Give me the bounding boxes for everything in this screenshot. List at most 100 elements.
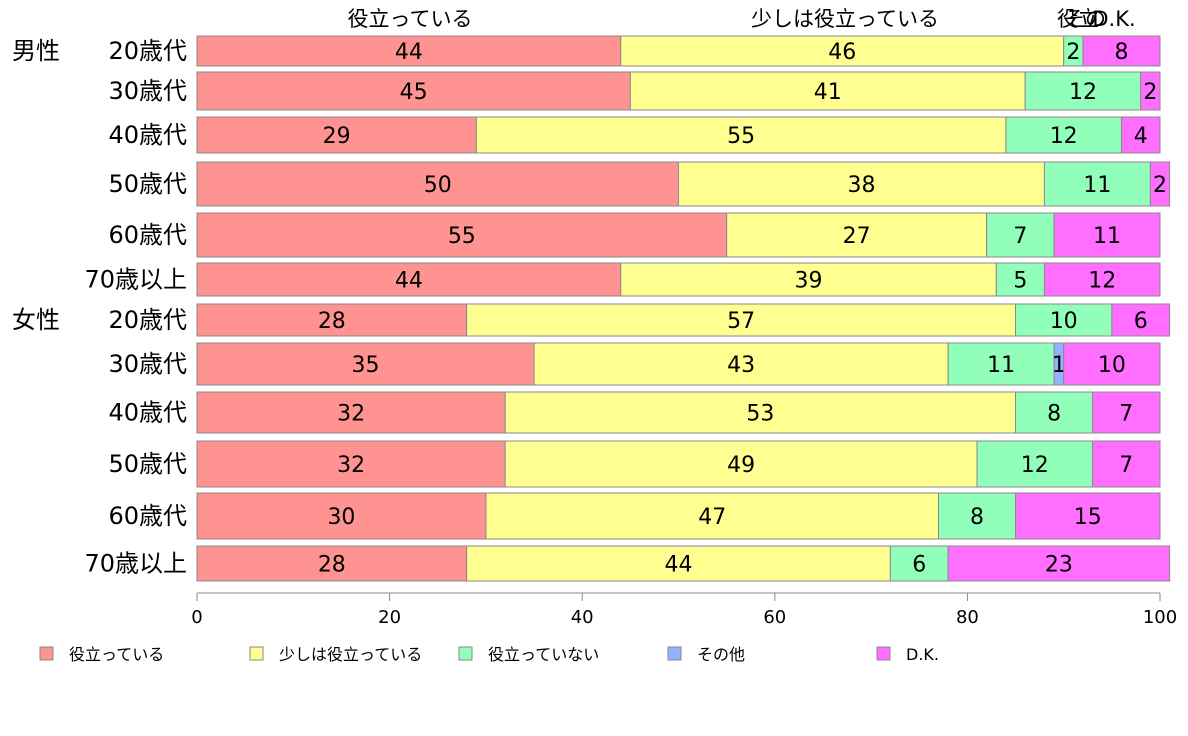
bar-segment <box>1005 116 1122 154</box>
x-tick-label: 60 <box>763 607 786 628</box>
bar-segment <box>466 303 1017 337</box>
data-label: 41 <box>814 80 842 105</box>
data-label: 43 <box>727 353 755 378</box>
data-label: 12 <box>1069 80 1097 105</box>
data-label: 44 <box>395 40 423 65</box>
category-label: 30歳代 <box>108 77 187 105</box>
x-tick-label: 40 <box>571 607 594 628</box>
legend-label: 役立っている <box>69 645 164 664</box>
data-label: 7 <box>1119 453 1133 478</box>
legend-swatch <box>458 646 473 661</box>
data-label: 49 <box>727 453 755 478</box>
top-label: その <box>1064 7 1106 31</box>
category-label: 50歳代 <box>108 170 187 198</box>
data-label: 44 <box>395 269 423 294</box>
bar-segment <box>196 161 679 207</box>
legend-swatch <box>876 646 891 661</box>
data-label: 8 <box>970 505 984 530</box>
data-label: 53 <box>746 402 774 427</box>
bar-segment <box>1043 262 1161 297</box>
data-label: 29 <box>323 124 351 149</box>
data-label: 30 <box>327 505 355 530</box>
bar-segment <box>196 116 477 154</box>
data-label: 12 <box>1088 269 1116 294</box>
legend-label: D.K. <box>906 645 939 664</box>
data-label: 7 <box>1013 224 1027 249</box>
category-label: 70歳以上 <box>84 266 187 294</box>
x-tick-label: 20 <box>378 607 401 628</box>
data-label: 23 <box>1045 553 1073 578</box>
data-label: 2 <box>1066 40 1080 65</box>
data-label: 44 <box>665 553 693 578</box>
data-label: 12 <box>1050 124 1078 149</box>
bar-segment <box>1063 342 1161 386</box>
bar-segment <box>196 262 622 297</box>
bar-segment <box>1111 303 1171 337</box>
category-label: 70歳以上 <box>84 550 187 578</box>
bar-segment <box>196 212 728 258</box>
bar-segment <box>1092 440 1161 488</box>
data-label: 46 <box>828 40 856 65</box>
bar-segment <box>1015 303 1113 337</box>
data-label: 5 <box>1013 269 1027 294</box>
category-label: 30歳代 <box>108 350 187 378</box>
bar-segment <box>196 35 622 67</box>
data-label: 8 <box>1047 402 1061 427</box>
data-label: 11 <box>1093 224 1121 249</box>
data-label: 55 <box>448 224 476 249</box>
top-label: D.K. <box>1092 7 1135 31</box>
data-label: 10 <box>1050 309 1078 334</box>
data-label: 28 <box>318 309 346 334</box>
category-labels: 20歳代 30歳代 40歳代 50歳代 60歳代 70歳以上 20歳代 30歳代 40歳代 50歳… <box>84 37 187 578</box>
bar-segment <box>1140 71 1161 111</box>
legend-swatch <box>667 646 682 661</box>
x-axis: 0 20 40 60 80 100 <box>191 592 1177 628</box>
bar-segment <box>995 262 1045 297</box>
x-tick-label: 100 <box>1143 607 1177 628</box>
data-label: 39 <box>795 269 823 294</box>
data-label: 6 <box>912 553 926 578</box>
data-label: 7 <box>1119 402 1133 427</box>
data-label: 32 <box>337 453 365 478</box>
category-label: 50歳代 <box>108 450 187 478</box>
category-label: 40歳代 <box>108 399 187 427</box>
data-label: 38 <box>847 173 875 198</box>
legend-swatch <box>39 646 54 661</box>
bar-segment <box>1024 71 1142 111</box>
bar-segment <box>196 391 506 434</box>
data-label: 11 <box>987 353 1015 378</box>
group-label-male: 男性 <box>12 37 60 65</box>
bar-segment <box>1043 161 1151 207</box>
legend-label: その他 <box>697 645 745 664</box>
bar-segment <box>726 212 988 258</box>
data-label: 2 <box>1153 173 1167 198</box>
x-tick-label: 0 <box>191 607 202 628</box>
top-label: 役立 <box>1057 7 1099 31</box>
data-label: 4 <box>1134 124 1148 149</box>
data-label: 27 <box>843 224 871 249</box>
data-label: 32 <box>337 402 365 427</box>
bar-segment <box>196 71 631 111</box>
category-label: 60歳代 <box>108 221 187 249</box>
data-label: 8 <box>1114 40 1128 65</box>
bar-segment <box>1082 35 1161 67</box>
data-label: 45 <box>400 80 428 105</box>
data-label: 2 <box>1143 80 1157 105</box>
bar-segment <box>889 545 949 582</box>
category-label: 20歳代 <box>108 306 187 334</box>
bar-segment <box>1120 116 1161 154</box>
bar-segment <box>504 391 1017 434</box>
group-label-female: 女性 <box>12 306 60 334</box>
bar-segment <box>629 71 1026 111</box>
data-label: 10 <box>1098 353 1126 378</box>
bar-segment <box>466 545 891 582</box>
bar-segment <box>620 262 997 297</box>
data-label: 47 <box>698 505 726 530</box>
bar-segment <box>947 342 1055 386</box>
data-label: 57 <box>727 309 755 334</box>
bar-segment <box>1015 492 1161 540</box>
legend-label: 役立っていない <box>488 645 599 664</box>
